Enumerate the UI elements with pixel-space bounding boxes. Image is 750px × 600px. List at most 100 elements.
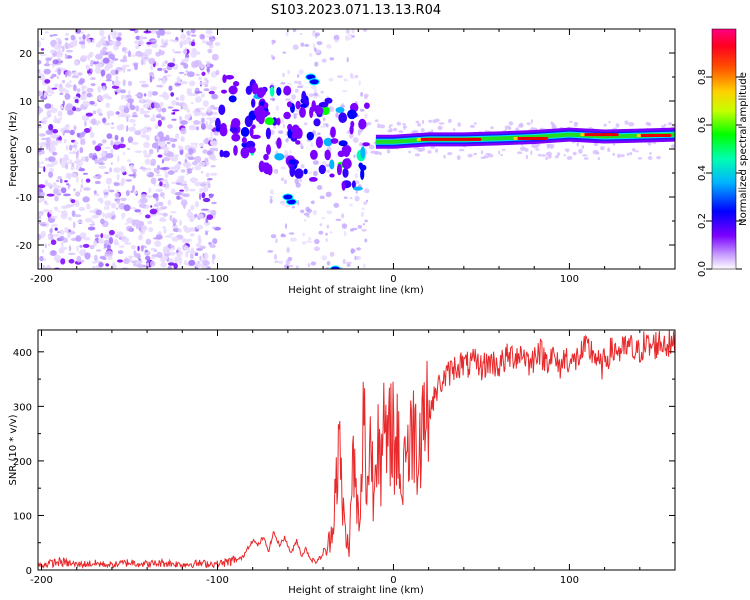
- noise-blob: [140, 193, 147, 199]
- noise-blob: [388, 124, 391, 129]
- noise-blob: [41, 249, 44, 254]
- noise-blob: [62, 45, 65, 53]
- noise-blob: [172, 57, 176, 63]
- noise-blob: [546, 151, 552, 157]
- noise-blob: [106, 212, 111, 219]
- noise-blob: [182, 193, 191, 198]
- noise-blob: [85, 156, 89, 163]
- noise-blob: [334, 39, 339, 43]
- noise-blob: [116, 189, 120, 193]
- colorbar-tick-label: 0.8: [697, 69, 708, 85]
- noise-blob: [165, 134, 170, 141]
- noise-blob: [84, 120, 87, 127]
- noise-blob: [120, 94, 124, 100]
- ridge-core: [419, 137, 482, 141]
- noise-blob: [297, 74, 300, 78]
- noise-blob: [59, 92, 64, 95]
- noise-blob: [176, 249, 179, 253]
- noise-blob: [309, 93, 314, 98]
- noise-blob: [175, 101, 180, 106]
- noise-blob: [421, 147, 425, 152]
- spectrogram-xlabel: Height of straight line (km): [288, 285, 424, 296]
- noise-blob: [202, 186, 209, 193]
- noise-blob: [110, 162, 113, 165]
- noise-blob: [210, 38, 216, 41]
- colorbar-tick-label: 0.0: [697, 261, 708, 277]
- noise-blob: [191, 101, 194, 105]
- noise-blob: [200, 171, 204, 174]
- noise-blob: [130, 190, 134, 194]
- noise-blob: [116, 173, 120, 181]
- noise-blob: [365, 199, 369, 203]
- noise-blob: [169, 166, 177, 171]
- noise-blob: [115, 75, 119, 81]
- noise-blob: [189, 80, 196, 87]
- noise-blob: [132, 123, 136, 127]
- ridge-core-edge: [636, 134, 641, 138]
- noise-blob: [206, 150, 213, 156]
- noise-blob: [162, 226, 167, 229]
- noise-blob: [303, 219, 307, 222]
- noise-blob: [285, 98, 291, 101]
- noise-blob: [104, 96, 112, 99]
- noise-blob: [77, 220, 83, 224]
- noise-blob: [320, 90, 324, 94]
- noise-blob: [197, 234, 201, 241]
- noise-blob: [165, 235, 172, 238]
- noise-blob: [111, 210, 115, 216]
- signal-blob: [310, 149, 318, 160]
- noise-blob: [346, 57, 349, 63]
- noise-blob: [530, 119, 533, 124]
- noise-blob: [86, 203, 91, 210]
- noise-blob: [107, 185, 110, 191]
- noise-blob: [581, 145, 585, 149]
- noise-blob: [92, 110, 97, 115]
- noise-blob: [288, 232, 295, 235]
- noise-blob: [90, 83, 96, 87]
- noise-blob: [75, 235, 82, 242]
- signal-blob: [215, 117, 221, 130]
- noise-blob: [578, 148, 583, 154]
- noise-blob: [140, 245, 144, 252]
- noise-blob: [122, 151, 126, 156]
- noise-blob: [88, 52, 93, 59]
- noise-blob: [341, 223, 348, 230]
- noise-blob: [91, 118, 97, 126]
- ridge-core: [516, 136, 549, 140]
- signal-blob: [287, 128, 293, 139]
- noise-blob: [292, 113, 299, 115]
- noise-blob: [138, 129, 143, 132]
- noise-blob: [205, 231, 208, 236]
- noise-blob: [469, 124, 475, 128]
- noise-blob: [368, 144, 375, 150]
- noise-blob: [153, 102, 160, 109]
- noise-blob: [125, 222, 128, 225]
- noise-blob: [82, 196, 90, 203]
- noise-blob: [275, 105, 280, 112]
- noise-blob: [273, 126, 276, 129]
- noise-blob: [57, 118, 61, 123]
- noise-blob: [72, 106, 76, 112]
- noise-blob: [50, 215, 58, 219]
- noise-blob: [437, 125, 443, 131]
- noise-blob: [328, 77, 334, 82]
- noise-blob: [312, 113, 317, 118]
- noise-blob: [160, 116, 165, 121]
- noise-blob: [40, 230, 46, 238]
- noise-blob: [185, 159, 188, 163]
- noise-blob: [145, 238, 152, 245]
- noise-blob: [125, 190, 130, 197]
- noise-blob: [198, 161, 206, 167]
- noise-blob: [322, 117, 326, 121]
- noise-blob: [392, 127, 398, 132]
- noise-blob: [342, 258, 346, 265]
- noise-blob: [275, 238, 278, 244]
- noise-blob: [52, 52, 57, 57]
- signal-blob: [330, 126, 336, 138]
- noise-blob: [213, 131, 219, 136]
- snr-ytick-label: 200: [13, 457, 32, 468]
- noise-blob: [103, 243, 108, 249]
- noise-blob: [155, 200, 159, 205]
- noise-blob: [179, 80, 188, 85]
- noise-blob: [89, 210, 97, 213]
